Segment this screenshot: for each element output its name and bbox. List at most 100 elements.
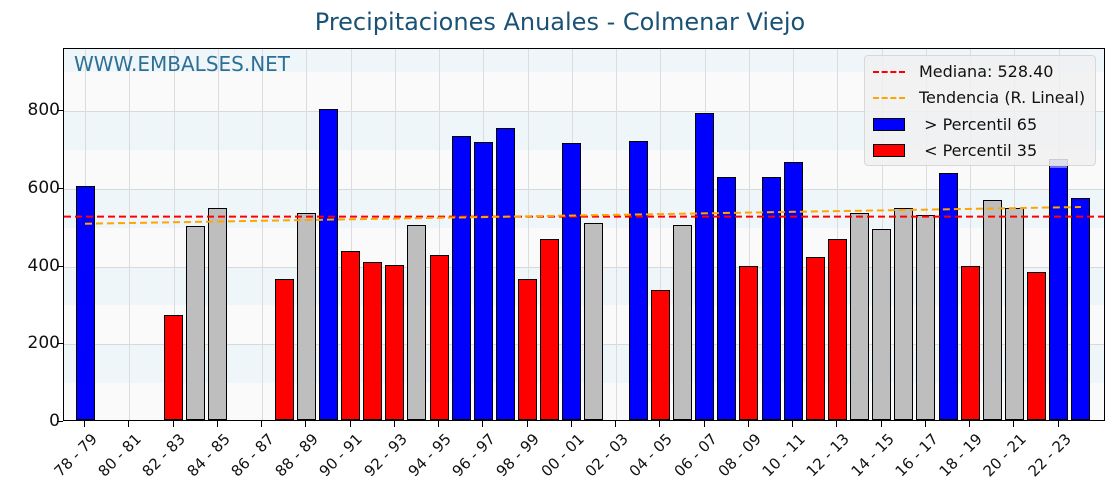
bar [318,109,338,420]
bar [960,266,980,420]
bar [695,112,715,420]
bar [628,140,648,420]
x-tick-mark [393,421,395,427]
x-tick-mark [703,421,705,427]
v-gridline [129,49,131,420]
x-tick-mark [880,421,882,427]
x-tick-label: 14 - 15 [847,430,898,481]
legend-item-median: Mediana: 528.40 [865,60,1095,84]
bar [363,262,383,420]
bar [673,224,692,420]
reference-lines [64,206,1104,225]
v-gridline [173,49,175,420]
legend-item-low: < Percentil 35 [865,139,1095,163]
bar [982,199,1002,420]
v-gridline [660,49,662,420]
x-tick-label: 04 - 05 [625,430,677,481]
x-tick-mark [659,421,661,427]
x-tick-mark [924,421,926,427]
y-tick-label: 200 [27,333,60,354]
bar [562,142,582,420]
v-gridline [262,49,264,420]
bar [783,161,803,420]
x-tick-mark [526,421,528,427]
x-tick-mark [969,421,971,427]
bar [761,177,781,420]
h-gridline [64,266,1104,268]
bar [739,266,759,420]
x-tick-mark [792,421,794,427]
bar [186,226,206,420]
color-swatch-icon [873,144,905,157]
y-tick-label: 600 [27,177,60,198]
bar [717,177,737,420]
x-tick-label: 00 - 01 [537,430,588,481]
x-tick-mark [570,421,572,427]
v-gridline [394,49,396,420]
x-tick-mark [349,421,351,427]
chart-title: Precipitaciones Anuales - Colmenar Viejo [314,8,806,36]
legend-item-trend: Tendencia (R. Lineal) [865,86,1095,110]
h-gridline [64,344,1104,346]
y-tick-label: 0 [49,411,60,431]
legend-item-high: > Percentil 65 [865,113,1095,137]
band [64,49,1104,73]
bar [1027,271,1047,420]
y-tick-mark [57,265,63,267]
bar [518,278,538,420]
bar [429,255,449,420]
x-tick-label: 82 - 83 [138,430,190,481]
x-tick-mark [1057,421,1059,427]
x-tick-label: 16 - 17 [891,430,942,481]
x-tick-label: 90 - 91 [315,430,367,481]
bar [1071,198,1091,420]
bar [407,224,427,420]
x-tick-mark [1013,421,1015,427]
y-tick-mark [57,187,63,189]
x-tick-label: 88 - 89 [271,430,323,481]
x-tick-label: 18 - 19 [935,430,986,481]
x-tick-mark [216,421,218,427]
bar [495,128,515,420]
y-tick-mark [57,343,63,345]
bar [850,213,870,420]
v-gridline [837,49,839,420]
bar [805,257,825,420]
x-tick-label: 06 - 07 [670,430,721,481]
v-gridline [616,49,618,420]
v-gridline [439,49,441,420]
x-tick-label: 96 - 97 [448,430,500,481]
x-tick-label: 86 - 87 [227,430,278,481]
bar [540,238,560,420]
x-tick-label: 02 - 03 [581,430,632,481]
bar [938,173,958,420]
x-tick-label: 84 - 85 [183,430,234,481]
x-tick-mark [747,421,749,427]
h-gridline [64,188,1104,190]
x-tick-label: 08 - 09 [714,430,765,481]
v-gridline [748,49,750,420]
x-tick-mark [836,421,838,427]
x-tick-mark [261,421,263,427]
bar [650,290,670,420]
x-tick-label: 10 - 11 [758,430,809,481]
bar [451,135,471,420]
v-gridline [970,49,972,420]
color-swatch-icon [873,118,905,131]
y-tick-mark [57,110,63,111]
x-tick-label: 92 - 93 [360,430,411,481]
y-tick-mark [57,421,63,422]
bar [75,185,95,420]
bar [164,315,184,420]
x-tick-label: 22 - 23 [1024,430,1075,481]
legend: Mediana: 528.40 Tendencia (R. Lineal) > … [864,55,1096,166]
x-tick-label: 78 - 79 [50,430,101,481]
bar [341,250,361,420]
dashed-line-icon [873,71,905,73]
x-tick-label: 80 - 81 [94,430,145,481]
bar [296,213,316,420]
x-tick-label: 94 - 95 [404,430,455,481]
h-gridline [64,111,1104,112]
watermark: WWW.EMBALSES.NET [74,52,291,76]
y-tick-label: 400 [27,255,60,276]
